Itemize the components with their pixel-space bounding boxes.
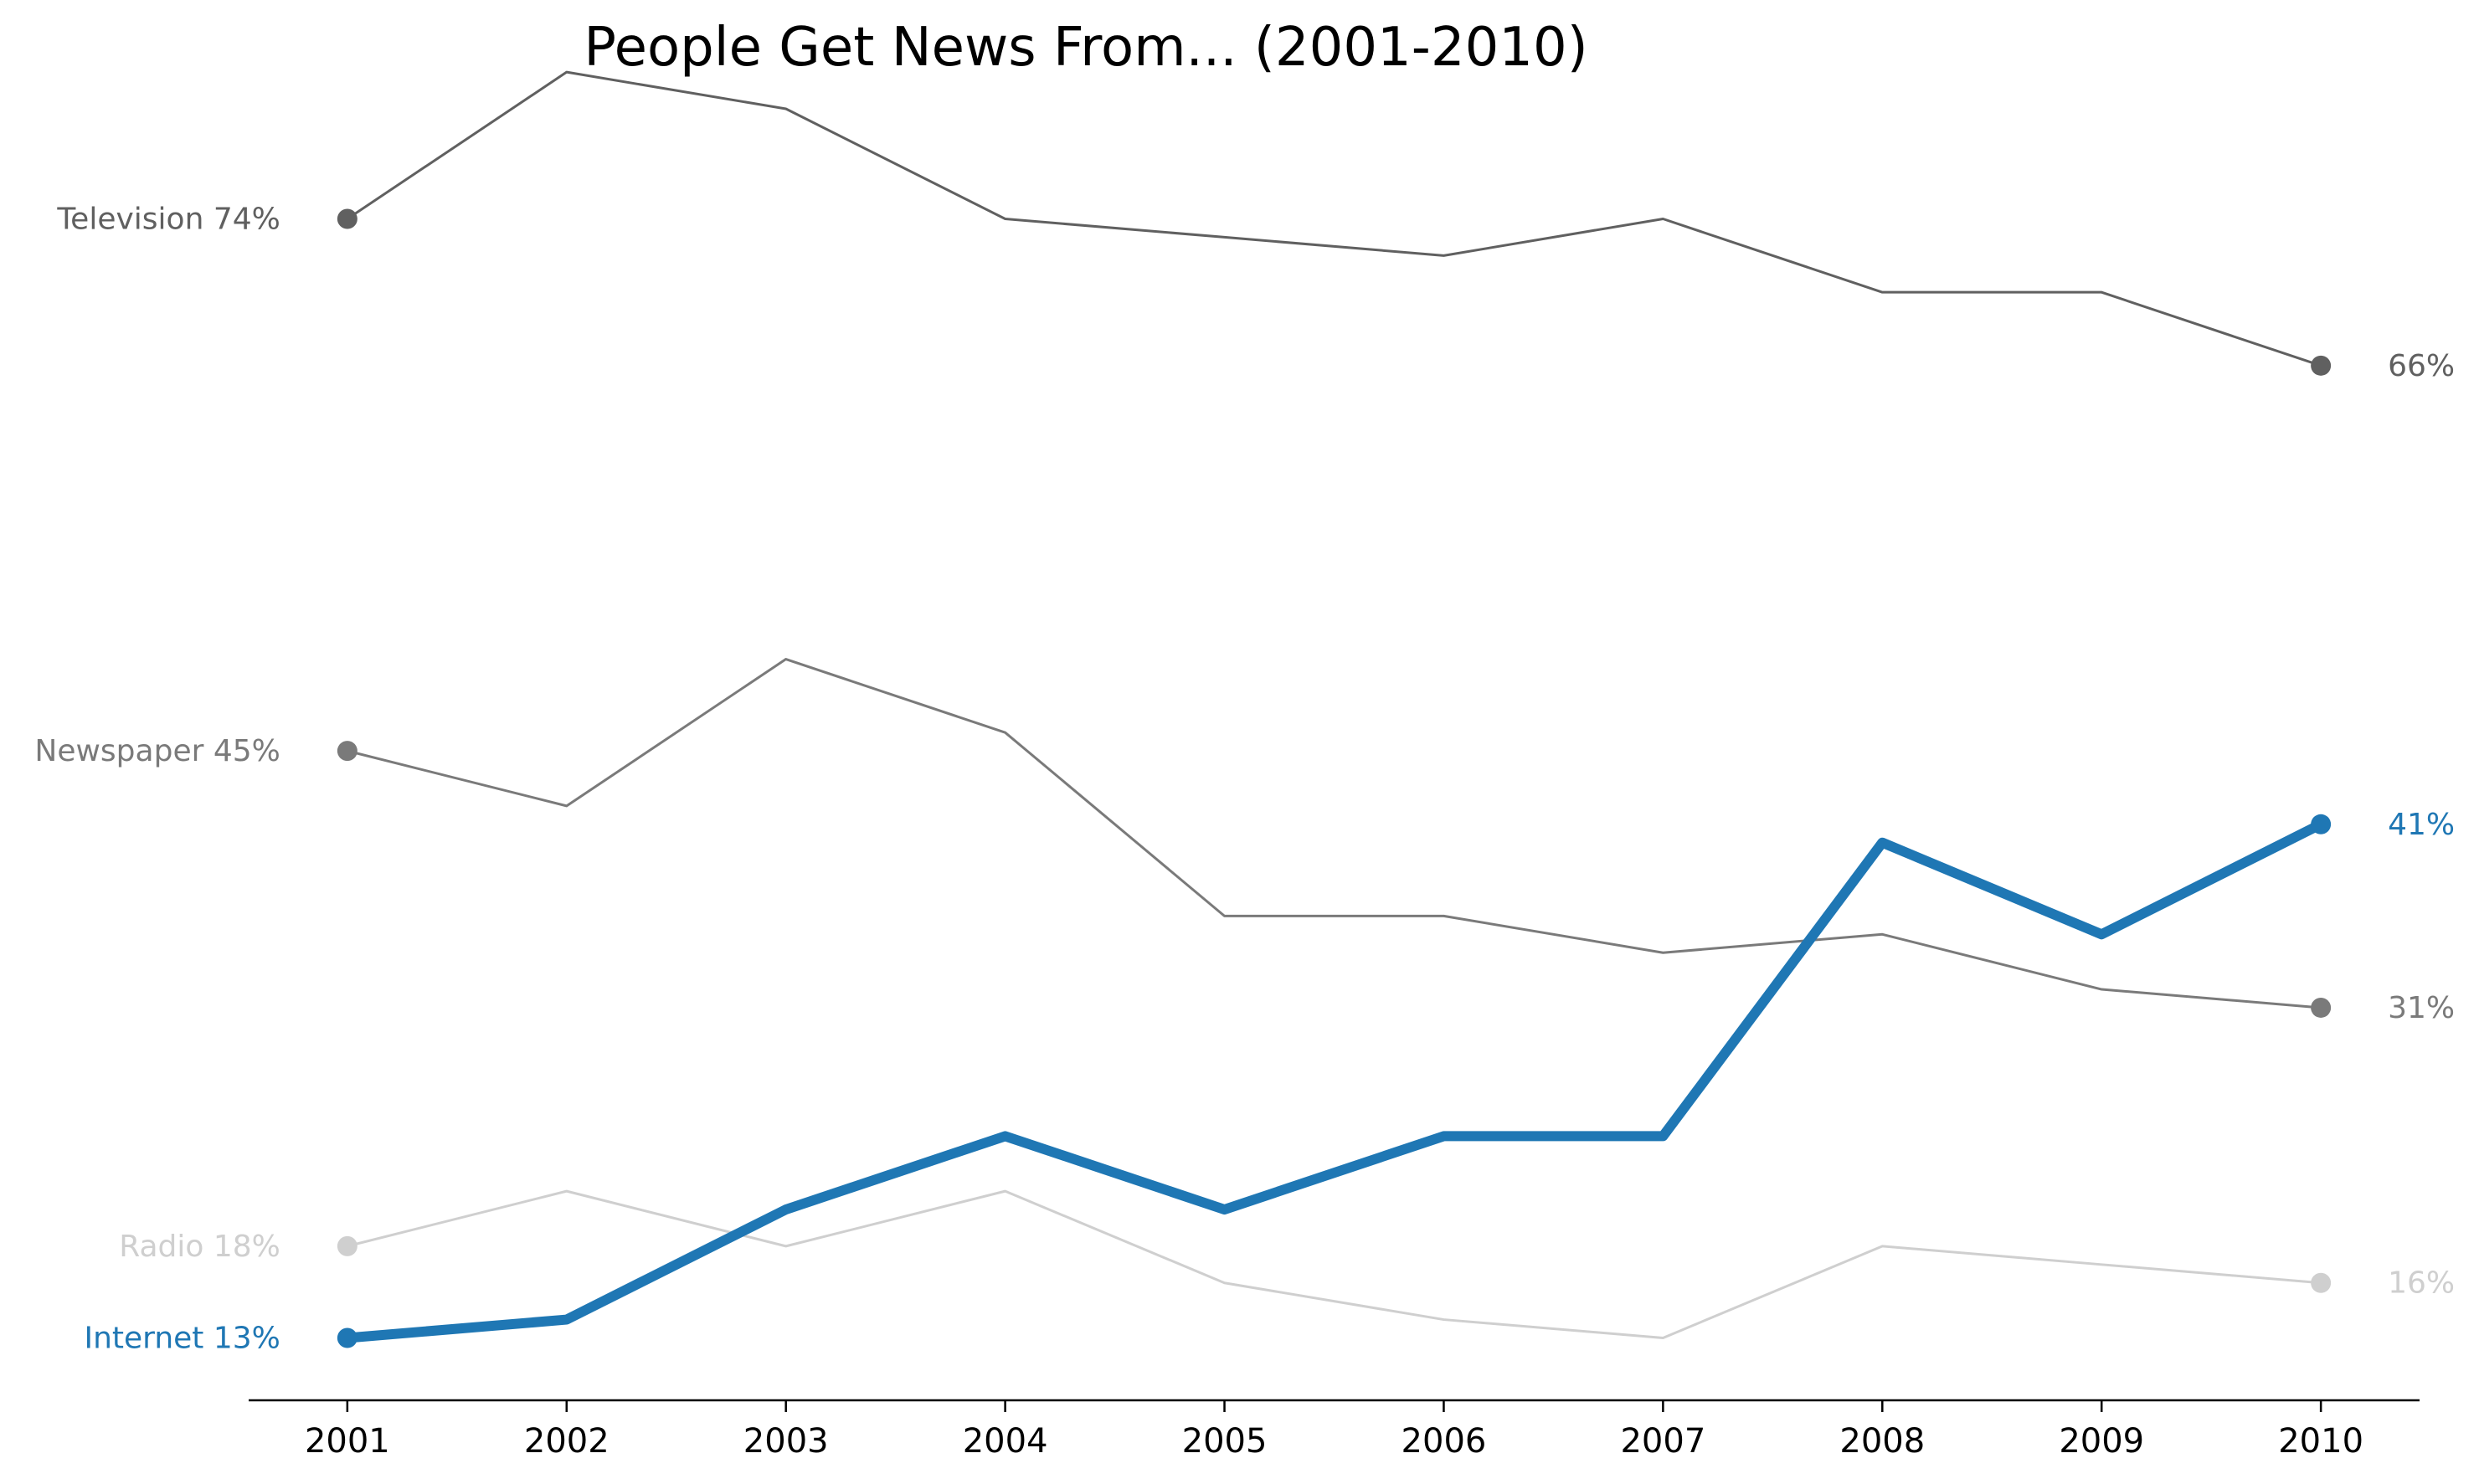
series-start-label-television: Television 74% [56, 203, 280, 237]
x-tick-label: 2007 [1620, 1422, 1705, 1461]
x-tick-label: 2008 [1839, 1422, 1925, 1461]
series-start-label-radio: Radio 18% [119, 1230, 280, 1264]
series-end-label-internet: 41% [2388, 808, 2455, 842]
series-end-point-radio [2311, 1272, 2332, 1293]
series-start-point-radio [337, 1235, 357, 1256]
x-tick-label: 2001 [305, 1422, 390, 1461]
series-end-label-newspaper: 31% [2388, 991, 2455, 1025]
series-start-point-internet [337, 1327, 357, 1348]
series-start-label-newspaper: Newspaper 45% [34, 734, 280, 768]
series-line-television [346, 70, 2322, 367]
series-internet: Internet 13% 41% [84, 808, 2455, 1356]
x-tick-label: 2009 [2059, 1422, 2144, 1461]
x-tick-label: 2004 [963, 1422, 1048, 1461]
series-end-label-radio: 16% [2388, 1266, 2455, 1301]
series-end-point-newspaper [2311, 997, 2332, 1018]
x-axis-ticks: 2001 2002 2003 2004 2005 2006 2007 2008 2009 2010 [305, 1400, 2363, 1461]
series-start-label-internet: Internet 13% [84, 1321, 280, 1355]
series-layer: Television 74% 66% Newspaper 45% 31% Radio 1… [34, 70, 2455, 1356]
series-end-point-television [2311, 355, 2332, 376]
x-tick-label: 2003 [743, 1422, 829, 1461]
series-end-label-television: 66% [2388, 349, 2455, 383]
x-tick-label: 2005 [1182, 1422, 1268, 1461]
series-line-radio [346, 1189, 2322, 1339]
series-television: Television 74% 66% [56, 70, 2455, 383]
series-radio: Radio 18% 16% [119, 1189, 2455, 1339]
series-start-point-television [337, 208, 357, 229]
series-newspaper: Newspaper 45% 31% [34, 658, 2455, 1025]
chart-title: People Get News From... (2001-2010) [584, 17, 1587, 79]
x-tick-label: 2010 [2278, 1422, 2363, 1461]
x-tick-label: 2006 [1402, 1422, 1487, 1461]
series-line-newspaper [346, 658, 2322, 1009]
series-start-point-newspaper [337, 741, 357, 762]
series-line-internet [342, 819, 2327, 1343]
series-end-point-internet [2311, 814, 2332, 834]
x-tick-label: 2002 [524, 1422, 609, 1461]
